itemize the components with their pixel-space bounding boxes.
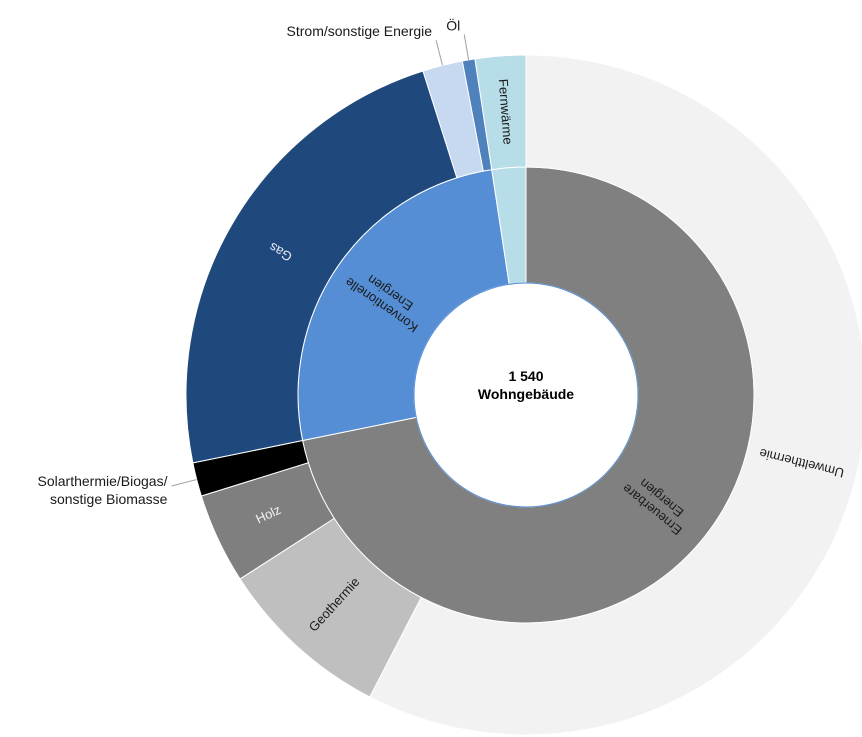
leader-lines <box>171 34 470 487</box>
external-label-öl: Öl <box>446 16 460 33</box>
center-hole <box>413 282 639 508</box>
center-label-count: 1 540 <box>508 368 543 384</box>
center-label-title: Wohngebäude <box>478 386 574 402</box>
inner-ring <box>297 166 755 624</box>
leader-line-solarthermie-biogas-sonstige-biomasse <box>171 479 197 487</box>
external-label-solarthermie-biogas-sonstige-biomasse: Solarthermie/Biogas/sonstige Biomasse <box>38 473 168 507</box>
outer-segment-fernwärme <box>474 54 527 171</box>
outer-segment-umweltthermie <box>369 54 862 736</box>
outer-label-fernwärme: Fernwärme <box>496 78 516 145</box>
outer-segment-gas <box>185 70 458 464</box>
outer-ring <box>185 54 862 736</box>
leader-line-öl <box>463 34 470 60</box>
external-label-strom-sonstige-energie: Strom/sonstige Energie <box>287 23 433 39</box>
leader-line-strom-sonstige-energie <box>435 40 443 66</box>
